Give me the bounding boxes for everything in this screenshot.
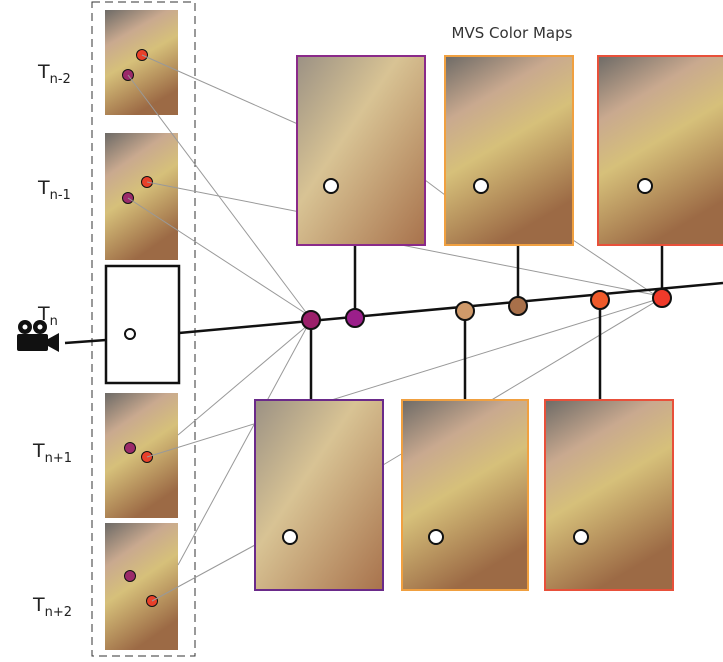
label-part: n	[50, 314, 58, 329]
diagram: MVS Color Maps Tn-2 Tn-1 Tn Tn+1 Tn+2	[0, 0, 723, 662]
thumbnails	[105, 10, 179, 650]
label-part: n-1	[50, 188, 71, 203]
label-part: T	[32, 440, 45, 462]
frame-label: Tn+2	[32, 594, 72, 620]
label-part: n+2	[45, 605, 72, 620]
color-maps-bottom	[255, 400, 673, 590]
label-part: T	[37, 177, 50, 199]
title: MVS Color Maps	[452, 24, 573, 42]
frame-label: Tn+1	[32, 440, 72, 466]
label-part: n+1	[45, 451, 72, 466]
color-maps-top	[297, 56, 723, 245]
frame-label: Tn-2	[37, 61, 71, 87]
label-part: T	[37, 61, 50, 83]
label-part: n-2	[50, 72, 71, 87]
frame-label: Tn-1	[37, 177, 71, 203]
nodes	[302, 289, 671, 329]
label-part: T	[32, 594, 45, 616]
